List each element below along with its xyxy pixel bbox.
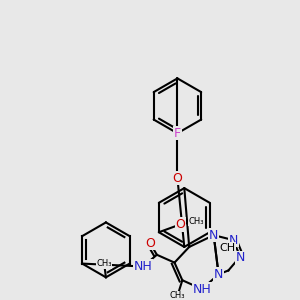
Text: NH: NH [134, 260, 152, 273]
Text: O: O [176, 218, 185, 231]
Text: F: F [174, 127, 181, 140]
Text: N: N [209, 229, 218, 242]
Text: O: O [145, 236, 155, 250]
Text: O: O [172, 172, 182, 185]
Text: NH: NH [193, 283, 211, 296]
Text: CH₃: CH₃ [188, 217, 204, 226]
Text: N: N [229, 234, 238, 247]
Text: CH₃: CH₃ [170, 291, 185, 300]
Text: CH₃: CH₃ [96, 259, 112, 268]
Text: CH: CH [219, 243, 236, 253]
Text: N: N [236, 251, 245, 264]
Text: N: N [214, 268, 223, 281]
